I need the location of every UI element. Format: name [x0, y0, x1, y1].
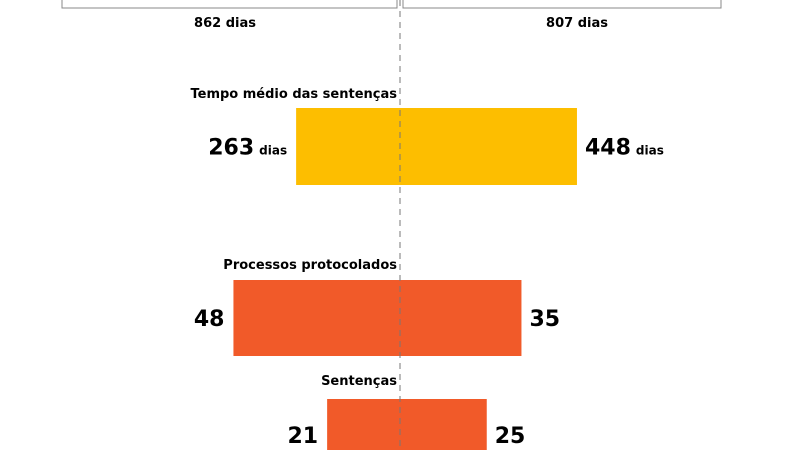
right-value-label: 35 [529, 307, 560, 332]
group-label: Sentenças [321, 374, 397, 389]
bar-1 [233, 280, 522, 356]
bar-0 [296, 108, 577, 185]
group-label: Tempo médio das sentenças [190, 87, 397, 102]
bar-2 [327, 399, 487, 450]
right-value-label: 448 dias [585, 136, 664, 161]
left-total-bracket [61, 0, 398, 9]
left-total-label: 862 dias [194, 16, 256, 31]
group-label: Processos protocolados [223, 258, 397, 273]
left-value-label: 263 dias [208, 136, 287, 161]
left-value-label: 21 [288, 424, 319, 449]
right-total-bracket [402, 0, 722, 9]
right-value-label: 25 [495, 424, 526, 449]
left-value-label: 48 [194, 307, 225, 332]
right-total-label: 807 dias [546, 16, 608, 31]
